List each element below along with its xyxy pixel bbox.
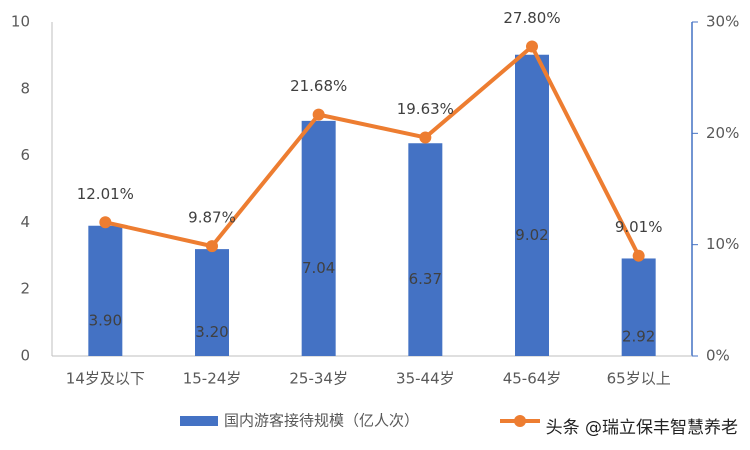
- bar: [88, 225, 123, 356]
- x-tick-label: 35-44岁: [396, 370, 455, 388]
- y-tick-label: 10: [11, 13, 30, 31]
- bar-value-label: 9.02: [515, 226, 548, 244]
- bar: [621, 258, 656, 356]
- line-point: [632, 249, 645, 262]
- y2-tick-label: 20%: [706, 124, 739, 142]
- bar-value-label: 7.04: [302, 259, 335, 277]
- legend-swatch: [180, 416, 218, 426]
- x-tick-label: 25-34岁: [289, 370, 348, 388]
- x-tick-label: 14岁及以下: [66, 370, 145, 388]
- line-point: [206, 240, 218, 253]
- legend-swatch: [514, 415, 526, 427]
- bar: [301, 120, 336, 356]
- line-value-label: 9.01%: [615, 218, 663, 236]
- bar-value-label: 3.90: [89, 311, 122, 329]
- bar-value-label: 2.92: [622, 328, 655, 346]
- bar: [195, 249, 229, 356]
- bar: [515, 54, 549, 357]
- line-value-label: 19.63%: [397, 100, 454, 118]
- bar-value-label: 3.20: [195, 323, 228, 341]
- line-point: [99, 216, 112, 229]
- y-tick-label: 2: [20, 280, 30, 298]
- y2-tick-label: 10%: [706, 235, 739, 253]
- line-point: [419, 131, 432, 144]
- x-tick-label: 15-24岁: [183, 370, 242, 388]
- line-point: [312, 108, 325, 121]
- legend-label: 国内游客接待规模（亿人次）: [224, 412, 419, 430]
- y2-tick-label: 30%: [706, 13, 739, 31]
- line-value-label: 12.01%: [77, 185, 134, 203]
- line-value-label: 9.87%: [188, 209, 236, 227]
- bar: [408, 143, 443, 356]
- line-point: [526, 40, 538, 53]
- bar-value-label: 6.37: [409, 270, 442, 288]
- y-tick-label: 0: [20, 347, 30, 365]
- watermark: 头条 @瑞立保丰智慧养老: [546, 418, 738, 438]
- x-tick-label: 45-64岁: [503, 370, 562, 388]
- y2-tick-label: 0%: [706, 347, 730, 365]
- line: [104, 44, 641, 257]
- y-tick-label: 8: [20, 79, 30, 97]
- y-tick-label: 4: [20, 213, 30, 231]
- x-tick-label: 65岁以上: [607, 370, 671, 388]
- line-value-label: 27.80%: [503, 9, 560, 27]
- line-value-label: 21.68%: [290, 77, 347, 95]
- y-tick-label: 6: [20, 146, 30, 164]
